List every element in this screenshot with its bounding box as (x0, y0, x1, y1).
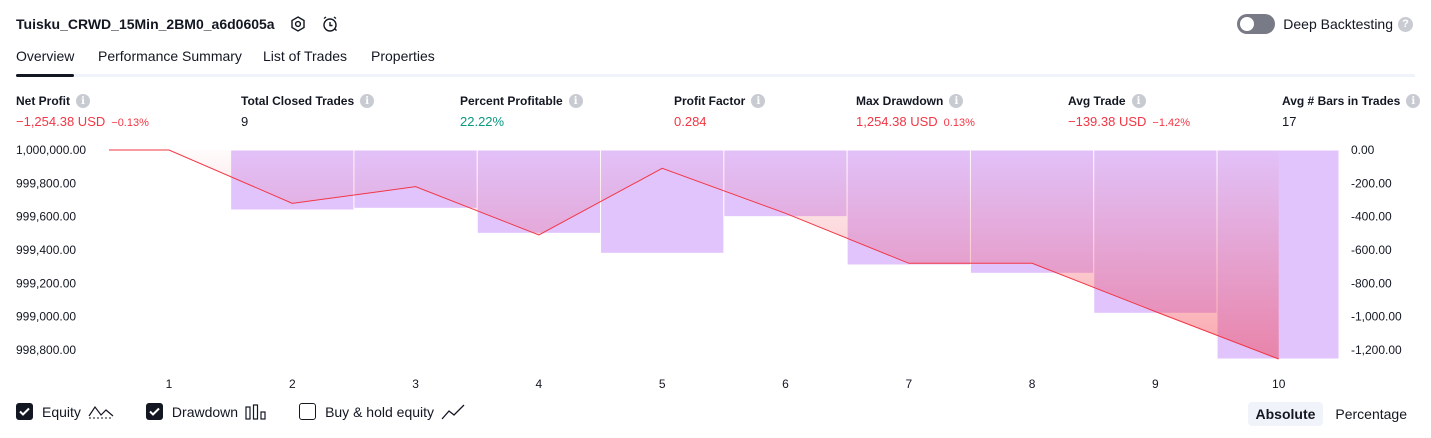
x-tick-label: 2 (289, 377, 296, 391)
tab-list-of-trades[interactable]: List of Trades (263, 48, 348, 64)
metric-value: 0.284 (674, 114, 707, 129)
y-right-tick-label: -400.00 (1351, 210, 1392, 224)
y-left-tick-label: 999,400.00 (16, 243, 76, 257)
x-tick-label: 8 (1029, 377, 1036, 391)
metric-label: Avg Trade (1068, 94, 1126, 108)
y-right-tick-label: -800.00 (1351, 276, 1392, 290)
info-icon[interactable]: i (949, 94, 964, 108)
deep-backtesting-toggle[interactable] (1237, 14, 1276, 34)
y-right-tick-label: -1,000.00 (1351, 310, 1402, 324)
deep-backtesting-label: Deep Backtesting (1283, 16, 1393, 32)
strategy-title: Tuisku_CRWD_15Min_2BM0_a6d0605a (16, 16, 275, 32)
x-tick-label: 7 (905, 377, 912, 391)
info-icon[interactable]: i (76, 94, 90, 108)
info-icon[interactable]: i (360, 94, 375, 108)
y-right-tick-label: -1,200.00 (1351, 343, 1402, 357)
chart-legend: Equity Drawdown Buy & hold equity (16, 403, 497, 420)
drawdown-checkbox[interactable] (145, 403, 163, 420)
metric-percent-profitable: Percent Profitable i 22.22% (460, 93, 583, 129)
metric-total-closed-trades: Total Closed Trades i 9 (241, 93, 375, 129)
metric-value: −139.38 USD (1068, 114, 1147, 129)
info-icon[interactable]: i (751, 94, 766, 108)
x-tick-label: 10 (1272, 377, 1286, 391)
legend-label: Drawdown (171, 403, 239, 420)
buy-hold-checkbox[interactable] (299, 403, 317, 420)
metric-avg-bars-in-trades: Avg # Bars in Trades i 17 (1282, 93, 1421, 129)
metric-label: Percent Profitable (460, 94, 563, 108)
metric-label: Max Drawdown (856, 94, 944, 108)
metric-label: Profit Factor (674, 94, 746, 108)
equity-line (109, 149, 1279, 360)
absolute-button[interactable]: Absolute (1247, 402, 1324, 426)
metric-max-drawdown: Max Drawdown i 1,254.38 USD 0.13% (856, 93, 975, 129)
metric-sub-value: −1.42% (1152, 117, 1191, 129)
y-left-tick-label: 999,000.00 (16, 310, 76, 324)
metric-label: Avg # Bars in Trades (1282, 94, 1401, 108)
metric-label: Net Profit (16, 94, 70, 108)
info-icon[interactable]: i (568, 94, 583, 108)
y-left-tick-label: 999,600.00 (16, 210, 76, 224)
metric-avg-trade: Avg Trade i −139.38 USD −1.42% (1068, 93, 1190, 129)
tab-properties[interactable]: Properties (371, 48, 435, 64)
buy-hold-line-icon (441, 404, 465, 420)
drawdown-bars-icon (245, 403, 267, 420)
y-right-tick-label: 0.00 (1351, 143, 1375, 157)
tab-performance-summary[interactable]: Performance Summary (98, 48, 242, 64)
equity-line-icon (88, 404, 114, 420)
metric-value: 1,254.38 USD (856, 114, 938, 129)
y-right-tick-label: -200.00 (1351, 176, 1392, 190)
metric-value: 17 (1282, 114, 1297, 129)
deep-backtesting: Deep Backtesting ? (1237, 14, 1413, 34)
legend-label: Equity (42, 403, 81, 420)
y-left-tick-label: 998,800.00 (16, 343, 76, 357)
y-left-tick-label: 999,800.00 (16, 176, 76, 190)
tab-overview[interactable]: Overview (16, 48, 75, 77)
equity-area (109, 150, 1279, 359)
metric-profit-factor: Profit Factor i 0.284 (674, 93, 766, 129)
metric-net-profit: Net Profit i −1,254.38 USD −0.13% (16, 93, 149, 129)
y-left-tick-label: 999,200.00 (16, 276, 76, 290)
legend-drawdown[interactable]: Drawdown (145, 403, 267, 420)
y-right-tick-label: -600.00 (1351, 243, 1392, 257)
metric-sub-value: −0.13% (111, 117, 149, 129)
x-tick-label: 4 (536, 377, 543, 391)
legend-label: Buy & hold equity (325, 403, 435, 420)
x-tick-label: 1 (166, 377, 173, 391)
strategy-header: Tuisku_CRWD_15Min_2BM0_a6d0605a (16, 14, 339, 34)
metric-value: −1,254.38 USD (16, 114, 106, 129)
x-tick-label: 9 (1152, 377, 1159, 391)
y-left-tick-label: 1,000,000.00 (16, 143, 86, 157)
percentage-button[interactable]: Percentage (1335, 406, 1407, 422)
settings-icon[interactable] (289, 15, 307, 33)
tab-bar: Overview Performance Summary List of Tra… (16, 48, 1415, 77)
equity-checkbox[interactable] (16, 403, 33, 420)
x-tick-label: 6 (782, 377, 789, 391)
metric-value: 22.22% (460, 114, 505, 129)
x-tick-label: 5 (659, 377, 666, 391)
info-icon[interactable]: i (1131, 94, 1146, 108)
equity-drawdown-chart: 1,000,000.00 999,800.00 999,600.00 999,400.… (16, 143, 1402, 391)
metric-label: Total Closed Trades (241, 94, 355, 108)
metric-value: 9 (241, 114, 249, 129)
alarm-clock-icon[interactable] (321, 15, 339, 33)
legend-buy-hold-equity[interactable]: Buy & hold equity (299, 403, 465, 420)
x-tick-label: 3 (412, 377, 419, 391)
display-mode-switch: Absolute Percentage (1244, 402, 1416, 426)
legend-equity[interactable]: Equity (16, 403, 114, 420)
info-icon[interactable]: i (1406, 94, 1421, 108)
help-icon[interactable]: ? (1398, 16, 1413, 32)
metric-sub-value: 0.13% (943, 117, 975, 129)
